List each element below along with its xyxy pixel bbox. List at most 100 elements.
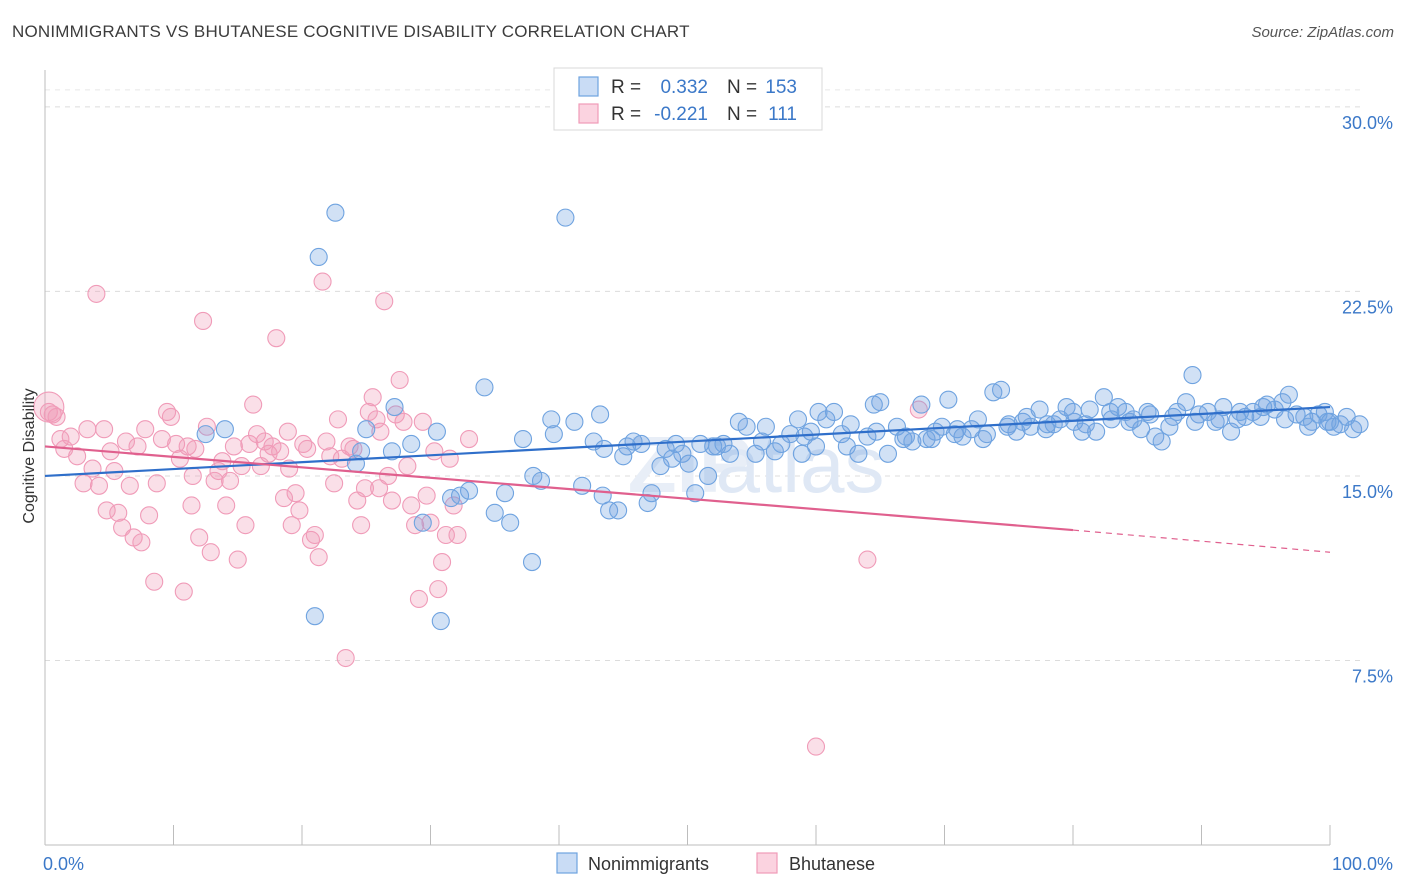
nonimmigrants-point xyxy=(1038,415,1057,434)
bhutanese-point xyxy=(183,466,202,486)
bhutanese-point xyxy=(444,496,463,515)
bhutanese-point xyxy=(167,434,186,454)
bhutanese-point xyxy=(97,501,116,520)
bhutanese-point xyxy=(440,449,459,468)
legend-n-label-1: N = xyxy=(727,77,757,98)
nonimmigrants-point xyxy=(1160,417,1179,436)
nonimmigrants-point xyxy=(427,422,446,441)
nonimmigrants-point xyxy=(1210,410,1229,429)
nonimmigrants-point xyxy=(495,484,515,503)
bhutanese-point xyxy=(228,550,247,569)
y-axis-label: Cognitive Disability xyxy=(21,388,38,523)
bhutanese-point xyxy=(305,525,324,545)
nonimmigrants-point xyxy=(752,432,772,451)
bhutanese-point xyxy=(858,550,877,569)
legend-n-value-2: 111 xyxy=(768,104,797,125)
nonimmigrants-point xyxy=(806,437,826,456)
nonimmigrants-point xyxy=(699,466,718,486)
chart-title: NONIMMIGRANTS VS BHUTANESE COGNITIVE DIS… xyxy=(12,22,690,41)
nonimmigrants-point xyxy=(912,395,931,414)
bhutanese-point xyxy=(136,420,155,439)
nonimmigrants-point xyxy=(431,612,450,631)
bhutanese-point xyxy=(95,420,114,439)
bhutanese-point xyxy=(355,479,375,498)
bhutanese-point xyxy=(120,476,139,495)
bhutanese-point xyxy=(190,528,209,547)
nonimmigrants-point xyxy=(765,442,784,461)
bhutanese-point xyxy=(309,548,328,567)
bhutanese-point xyxy=(220,471,240,490)
bottom-legend-swatch-pink xyxy=(756,852,778,874)
nonimmigrants-point xyxy=(922,429,941,449)
nonimmigrants-point xyxy=(991,380,1011,399)
bhutanese-point xyxy=(298,439,317,458)
nonimmigrants-point xyxy=(948,420,967,439)
bhutanese-point xyxy=(371,422,390,441)
bhutanese-point xyxy=(240,434,259,454)
nonimmigrants-point xyxy=(1350,415,1369,434)
bhutanese-point xyxy=(109,503,128,522)
nonimmigrants-point xyxy=(326,203,345,222)
x-tick-labels: 0.0% 100.0% xyxy=(43,854,1393,874)
nonimmigrants-point xyxy=(565,412,584,431)
bhutanese-point-large xyxy=(33,391,65,423)
bhutanese-point xyxy=(429,580,448,599)
legend-r-label-1: R = xyxy=(611,77,641,98)
nonimmigrants-point xyxy=(708,437,727,456)
trend-lines xyxy=(44,405,1331,553)
nonimmigrants-point xyxy=(1152,432,1171,451)
bhutanese-point xyxy=(448,525,467,545)
legend-r-label-2: R = xyxy=(611,104,641,125)
nonimmigrants-point xyxy=(305,607,324,626)
bhutanese-point xyxy=(417,486,436,505)
legend-swatch-pink xyxy=(578,103,599,124)
nonimmigrants-point xyxy=(501,513,520,532)
nonimmigrants-point xyxy=(824,402,844,422)
bhutanese-point xyxy=(197,417,216,436)
nonimmigrants-point xyxy=(402,434,421,454)
bhutanese-point xyxy=(224,437,243,456)
nonimmigrants-point xyxy=(1017,407,1036,426)
nonimmigrants-point xyxy=(1116,402,1135,422)
bhutanese-point xyxy=(247,425,267,444)
bhutanese-point xyxy=(61,427,80,446)
nonimmigrants-point xyxy=(1141,405,1160,424)
nonimmigrants-point xyxy=(475,378,494,397)
nonimmigrants-point xyxy=(878,444,898,463)
nonimmigrants-point xyxy=(542,410,561,429)
bhutanese-point xyxy=(425,442,444,461)
nonimmigrants-point xyxy=(451,486,470,505)
nonimmigrants-point xyxy=(1299,417,1318,436)
bhutanese-point xyxy=(433,553,452,572)
bhutanese-point xyxy=(87,284,106,303)
nonimmigrants-point xyxy=(968,410,987,429)
bhutanese-point xyxy=(398,457,417,476)
nonimmigrants-point xyxy=(352,442,371,461)
legend-n-label-2: N = xyxy=(727,104,757,125)
nonimmigrants-point xyxy=(1177,393,1196,412)
bhutanese-point xyxy=(325,474,344,493)
nonimmigrants-point xyxy=(215,420,234,439)
bhutanese-point xyxy=(390,370,409,390)
bhutanese-point xyxy=(382,491,402,510)
nonimmigrants-point xyxy=(1279,385,1298,404)
nonimmigrants-points xyxy=(196,203,1369,631)
bhutanese-point xyxy=(186,439,205,458)
nonimmigrants-point xyxy=(609,501,628,520)
nonimmigrants-point xyxy=(1318,412,1337,431)
nonimmigrants-point xyxy=(792,444,811,463)
axes xyxy=(44,70,1331,846)
nonimmigrants-point xyxy=(666,434,685,454)
nonimmigrants-point xyxy=(837,437,856,456)
nonimmigrants-point xyxy=(196,425,215,444)
nonimmigrants-point xyxy=(1076,415,1095,434)
bhutanese-point xyxy=(806,737,826,756)
bhutanese-point xyxy=(370,479,389,498)
nonimmigrants-point xyxy=(998,417,1017,436)
nonimmigrants-point xyxy=(737,417,756,436)
bhutanese-point xyxy=(244,395,263,414)
bottom-legend: Nonimmigrants Bhutanese xyxy=(556,852,875,874)
bhutanese-point xyxy=(274,489,294,508)
bottom-legend-bhutanese: Bhutanese xyxy=(789,854,875,874)
